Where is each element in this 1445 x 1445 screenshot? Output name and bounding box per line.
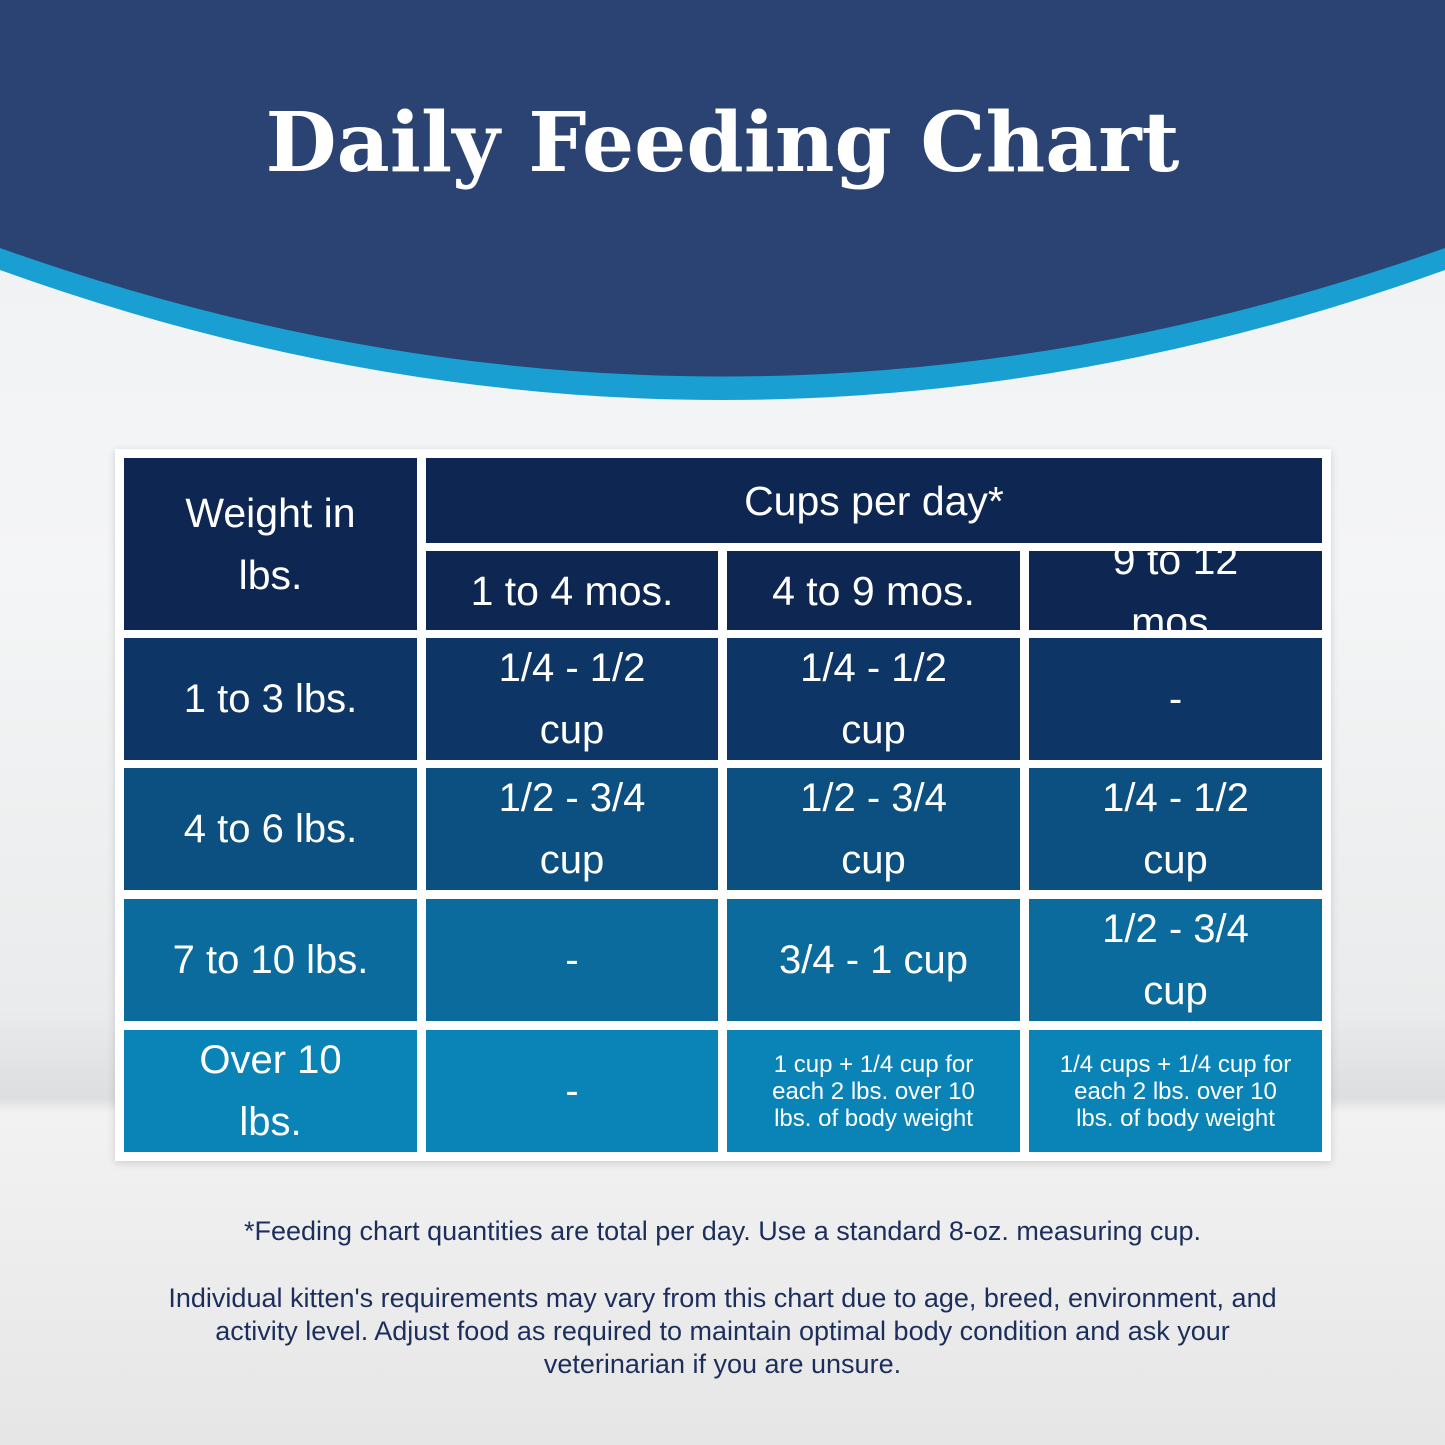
table-cell: 1/4 - 1/2 cup <box>426 638 718 760</box>
row-header: Over 10 lbs. <box>124 1030 417 1152</box>
table-cell: - <box>426 899 718 1021</box>
column-header: 1 to 4 mos. <box>426 551 718 630</box>
table-cell: 1/2 - 3/4 cup <box>727 768 1020 890</box>
table-cell: 1/4 cups + 1/4 cup for each 2 lbs. over … <box>1029 1030 1322 1152</box>
table-cell: 1 cup + 1/4 cup for each 2 lbs. over 10 … <box>727 1030 1020 1152</box>
table-cell: 1/2 - 3/4 cup <box>426 768 718 890</box>
footnote: *Feeding chart quantities are total per … <box>243 1216 1202 1246</box>
table-cell: 3/4 - 1 cup <box>727 899 1020 1021</box>
row-header: 7 to 10 lbs. <box>124 899 417 1021</box>
table-cell: 1/4 - 1/2 cup <box>1029 768 1322 890</box>
table-cell: - <box>426 1030 718 1152</box>
table-cell: 1/2 - 3/4 cup <box>1029 899 1322 1021</box>
group-header: Cups per day* <box>426 458 1322 543</box>
note: Individual kitten's requirements may var… <box>168 1283 1277 1379</box>
table-cell: - <box>1029 638 1322 760</box>
header-banner <box>0 0 1445 400</box>
column-header: 9 to 12 mos. <box>1029 537 1322 645</box>
table-cell: 1/4 - 1/2 cup <box>727 638 1020 760</box>
title: Daily Feeding Chart <box>265 95 1180 191</box>
row-header: 4 to 6 lbs. <box>124 768 417 890</box>
row-header: 1 to 3 lbs. <box>124 638 417 760</box>
corner-header: Weight in lbs. <box>124 458 417 630</box>
column-header: 4 to 9 mos. <box>727 551 1020 630</box>
